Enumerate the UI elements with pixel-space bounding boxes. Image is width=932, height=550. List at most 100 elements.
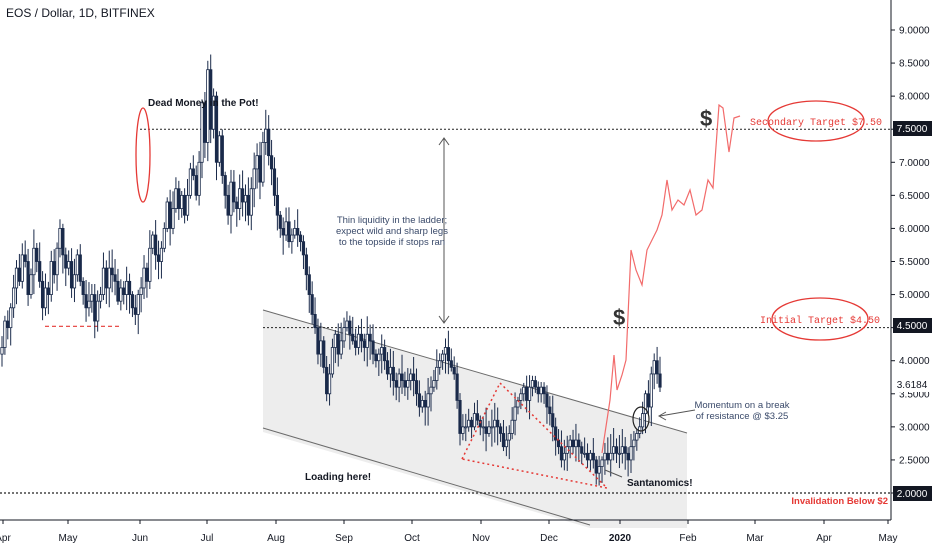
candle-body	[652, 360, 656, 375]
candle-body	[507, 433, 511, 441]
santanomics-arrow	[604, 469, 623, 478]
candle-body	[536, 386, 540, 395]
candle-body	[130, 294, 135, 309]
candle-body	[49, 261, 53, 295]
candle-body	[588, 452, 593, 461]
dollar-sign-secondary: $	[700, 106, 712, 131]
candle-body	[606, 452, 610, 461]
candle-body	[180, 194, 184, 209]
candle-body	[420, 399, 424, 408]
candle-body	[206, 69, 210, 143]
candle-body	[133, 307, 137, 315]
candle-body	[356, 333, 361, 348]
candle-body	[583, 452, 587, 455]
time-axis-ticks[interactable]: Apr May Jun Jul Aug Sep Oct Nov Dec 2020 Feb Mar Apr…	[0, 520, 897, 544]
candle-body	[493, 419, 497, 428]
price-tick-label: 6.0000	[899, 224, 930, 235]
candle-body	[148, 247, 152, 282]
candle-body	[325, 366, 329, 395]
candle-body	[200, 102, 204, 163]
initial-target-ellipse	[771, 297, 869, 341]
time-tick-label: Sep	[335, 533, 353, 544]
candle-body	[209, 69, 213, 130]
candle-body	[556, 439, 561, 448]
candle-body	[501, 433, 506, 448]
candle-body	[440, 353, 445, 362]
candle-body	[435, 366, 439, 381]
candle-body	[87, 300, 91, 309]
candle-body	[612, 446, 616, 454]
candle-body	[310, 294, 314, 315]
dead-money-label: Dead Money in the Pot!	[148, 98, 259, 109]
price-tick-label: 8.5000	[899, 59, 930, 70]
price-axis[interactable]	[891, 0, 932, 550]
candle-body	[165, 201, 169, 229]
candle-body	[223, 175, 227, 196]
price-tick-label: 5.5000	[899, 257, 930, 268]
chart-title: EOS / Dollar, 1D, BITFINEX	[6, 6, 155, 20]
candle-body	[504, 439, 508, 448]
candle-body	[125, 280, 129, 295]
candle-body	[490, 426, 494, 429]
breakout-ellipse	[632, 406, 650, 432]
candle-body	[412, 373, 416, 381]
candle-body	[380, 347, 384, 355]
candle-body	[388, 366, 393, 375]
candle-body	[264, 128, 268, 143]
candle-body	[116, 280, 120, 302]
candle-body	[383, 347, 387, 362]
candle-body	[197, 161, 201, 196]
candle-body	[461, 426, 465, 434]
time-tick-label: Apr	[816, 533, 832, 544]
santanomics-label: Santanomics!	[627, 478, 693, 489]
momentum-line-2: of resistance @ $3.25	[696, 411, 789, 422]
secondary-price-badge: 7.5000	[893, 121, 932, 136]
candle-body	[26, 261, 30, 295]
thin-liquidity-line-3: to the topside if stops ran	[339, 237, 445, 248]
candle-body	[330, 347, 335, 375]
candle-body	[397, 373, 401, 388]
candle-body	[359, 333, 364, 342]
candle-body	[58, 228, 62, 249]
candle-body	[617, 452, 622, 455]
candle-body	[438, 360, 442, 368]
candle-body	[32, 247, 36, 276]
liquidity-arrow-head-top	[438, 137, 450, 146]
candle-body	[240, 188, 245, 203]
candle-body	[174, 188, 178, 209]
time-tick-label: Jul	[201, 533, 214, 544]
candle-body	[304, 254, 308, 276]
candle-body	[548, 406, 552, 415]
initial-price-badge: 4.5000	[893, 318, 932, 333]
thin-liquidity-line-1: Thin liquidity in the ladder;	[337, 215, 447, 226]
candle-body	[525, 386, 529, 401]
candle-body	[229, 181, 233, 216]
candle-body	[238, 188, 242, 209]
candle-body	[136, 294, 140, 315]
candle-body	[43, 287, 48, 309]
candle-body	[351, 333, 355, 342]
candle-body	[72, 274, 77, 289]
candle-body	[191, 168, 195, 176]
candle-body	[562, 452, 566, 461]
candle-body	[545, 393, 549, 408]
candle-body	[542, 386, 546, 395]
price-tick-label: 3.0000	[899, 422, 930, 433]
candle-body	[11, 287, 16, 309]
candle-body	[75, 254, 79, 276]
candle-body	[46, 287, 50, 295]
invalidation-label: Invalidation Below $2	[791, 496, 888, 507]
candle-body	[481, 426, 485, 429]
candle-body	[658, 373, 662, 388]
candle-body	[348, 320, 352, 335]
candle-body	[301, 241, 306, 256]
candle-body	[220, 135, 224, 176]
candle-body	[64, 254, 68, 269]
candle-body	[156, 254, 161, 262]
secondary-target-ellipse	[767, 100, 865, 142]
candle-body	[9, 307, 13, 329]
svg-text:2.0000: 2.0000	[897, 489, 928, 500]
time-tick-label: 2020	[609, 533, 632, 544]
candle-body	[23, 254, 27, 262]
